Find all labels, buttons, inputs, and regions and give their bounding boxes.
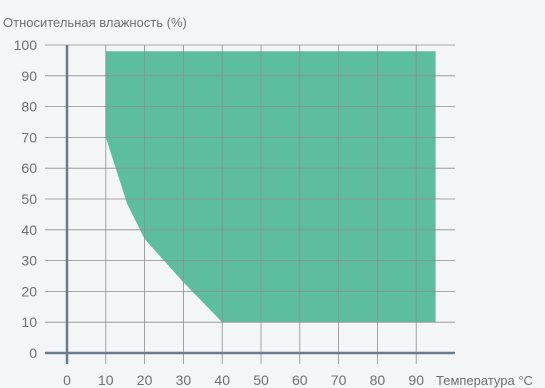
y-tick-label-100: 100 [14,37,38,53]
x-tick-label-80: 80 [370,372,386,388]
x-tick-label-20: 20 [137,372,153,388]
x-tick-label-60: 60 [292,372,308,388]
y-tick-label-60: 60 [21,160,37,176]
x-tick-label-30: 30 [176,372,192,388]
x-tick-label-70: 70 [331,372,347,388]
x-tick-label-90: 90 [408,372,424,388]
x-tick-label-40: 40 [214,372,230,388]
y-tick-label-20: 20 [21,283,37,299]
y-tick-label-90: 90 [21,68,37,84]
x-axis-title: Температура °C [436,373,533,388]
y-tick-label-40: 40 [21,222,37,238]
y-tick-label-30: 30 [21,253,37,269]
y-tick-label-0: 0 [29,345,37,361]
y-axis-title: Относительная влажность (%) [3,15,187,30]
x-tick-label-50: 50 [253,372,269,388]
x-tick-label-0: 0 [63,372,71,388]
y-tick-label-80: 80 [21,99,37,115]
x-tick-label-10: 10 [98,372,114,388]
operating-range-area [105,51,436,323]
y-tick-label-50: 50 [21,191,37,207]
y-tick-label-70: 70 [21,129,37,145]
grid-lines [45,44,455,364]
y-tick-label-10: 10 [21,314,37,330]
